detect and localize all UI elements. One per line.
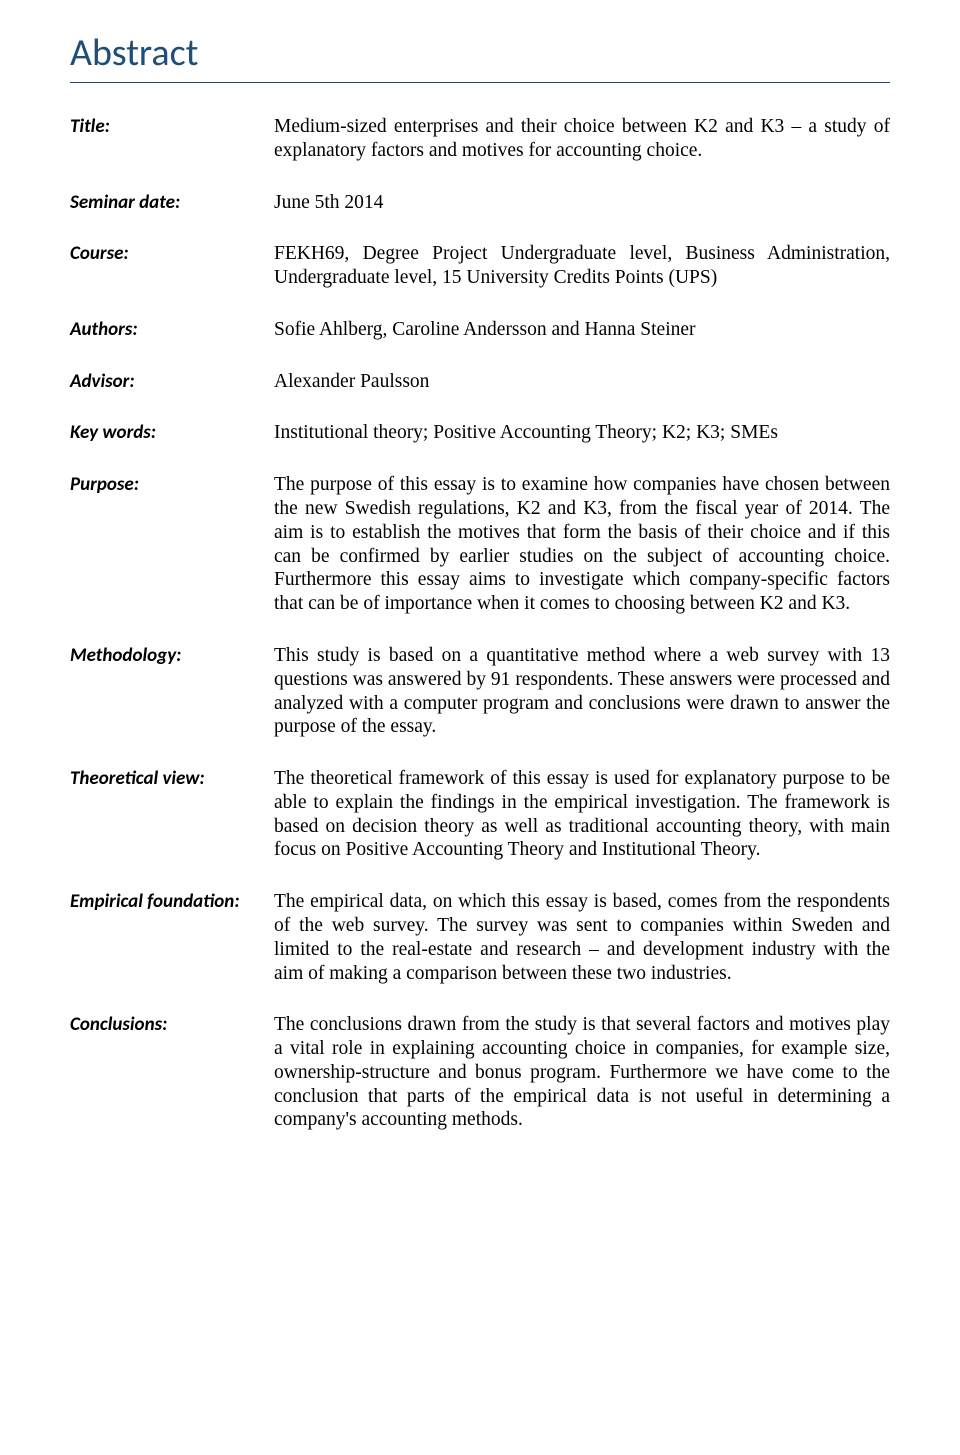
field-course-label: Course: xyxy=(70,242,274,265)
field-conclusions-label: Conclusions: xyxy=(70,1013,274,1036)
field-theoretical-view: Theoretical view: The theoretical framew… xyxy=(70,767,890,862)
abstract-heading: Abstract xyxy=(70,30,890,83)
field-conclusions-value: The conclusions drawn from the study is … xyxy=(274,1013,890,1132)
field-seminar-date-label: Seminar date: xyxy=(70,191,274,214)
field-theoretical-view-value: The theoretical framework of this essay … xyxy=(274,767,890,862)
field-seminar-date-value: June 5th 2014 xyxy=(274,191,890,215)
field-conclusions: Conclusions: The conclusions drawn from … xyxy=(70,1013,890,1132)
field-seminar-date: Seminar date: June 5th 2014 xyxy=(70,191,890,215)
field-title-label: Title: xyxy=(70,115,274,138)
field-advisor-value: Alexander Paulsson xyxy=(274,370,890,394)
field-purpose-label: Purpose: xyxy=(70,473,274,496)
field-course-value: FEKH69, Degree Project Undergraduate lev… xyxy=(274,242,890,290)
field-key-words-label: Key words: xyxy=(70,421,274,444)
field-authors-label: Authors: xyxy=(70,318,274,341)
field-title-value: Medium-sized enterprises and their choic… xyxy=(274,115,890,163)
field-theoretical-view-label: Theoretical view: xyxy=(70,767,274,790)
field-empirical-foundation-label: Empirical foundation: xyxy=(70,890,274,913)
field-key-words: Key words: Institutional theory; Positiv… xyxy=(70,421,890,445)
field-advisor: Advisor: Alexander Paulsson xyxy=(70,370,890,394)
field-methodology: Methodology: This study is based on a qu… xyxy=(70,644,890,739)
field-empirical-foundation-value: The empirical data, on which this essay … xyxy=(274,890,890,985)
field-methodology-value: This study is based on a quantitative me… xyxy=(274,644,890,739)
field-authors-value: Sofie Ahlberg, Caroline Andersson and Ha… xyxy=(274,318,890,342)
field-title: Title: Medium-sized enterprises and thei… xyxy=(70,115,890,163)
field-empirical-foundation: Empirical foundation: The empirical data… xyxy=(70,890,890,985)
abstract-fields: Title: Medium-sized enterprises and thei… xyxy=(70,115,890,1132)
field-authors: Authors: Sofie Ahlberg, Caroline Anderss… xyxy=(70,318,890,342)
field-purpose: Purpose: The purpose of this essay is to… xyxy=(70,473,890,616)
field-methodology-label: Methodology: xyxy=(70,644,274,667)
field-purpose-value: The purpose of this essay is to examine … xyxy=(274,473,890,616)
field-course: Course: FEKH69, Degree Project Undergrad… xyxy=(70,242,890,290)
field-key-words-value: Institutional theory; Positive Accountin… xyxy=(274,421,890,445)
field-advisor-label: Advisor: xyxy=(70,370,274,393)
